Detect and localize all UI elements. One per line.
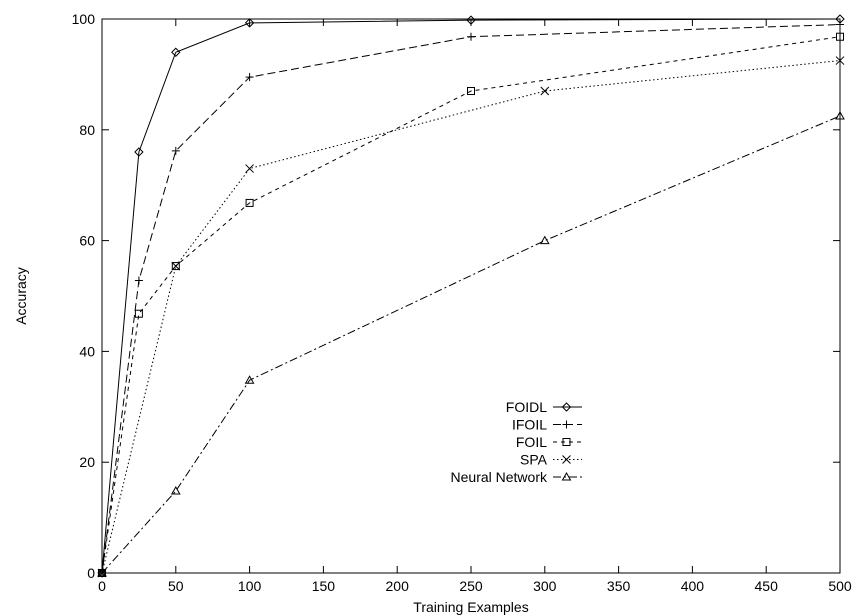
x-tick-label: 350: [607, 578, 631, 594]
legend-item: FOIDL: [506, 399, 582, 415]
legend-item: FOIL: [516, 434, 582, 450]
data-point: [244, 18, 255, 28]
data-point: [170, 486, 181, 495]
x-tick-label: 500: [828, 578, 852, 594]
series-line: [101, 18, 841, 574]
legend-label: SPA: [520, 452, 548, 468]
legend-item: IFOIL: [512, 417, 582, 433]
y-tick-label: 40: [79, 343, 95, 359]
data-point: [539, 235, 550, 245]
x-tick-label: 250: [459, 578, 483, 594]
data-point: [97, 567, 107, 577]
data-point: [171, 262, 180, 271]
data-point: [245, 164, 254, 173]
y-tick-label: 100: [72, 11, 96, 27]
legend-item: SPA: [520, 452, 582, 468]
x-tick-label: 200: [386, 578, 410, 594]
data-point: [835, 110, 845, 120]
series-spa: [97, 56, 845, 578]
axis-ticks: 0 50 100 150 200 250 300 350 400 450 500 0 20 40 60 80 1…: [72, 11, 852, 594]
legend-marker: [562, 455, 571, 464]
legend-marker: [561, 402, 572, 412]
data-point: [540, 86, 550, 96]
data-point: [134, 276, 143, 285]
x-tick-label: 150: [312, 578, 336, 594]
x-tick-label: 450: [755, 578, 779, 594]
data-point: [171, 146, 180, 155]
legend-item: Neural Network: [451, 469, 582, 485]
x-tick-label: 0: [98, 578, 106, 594]
series-group: [97, 14, 845, 578]
x-tick-label: 50: [168, 578, 184, 594]
legend-label: FOIDL: [506, 399, 547, 415]
data-point: [134, 147, 144, 157]
data-point: [835, 56, 845, 65]
series-ifoil: [98, 20, 844, 577]
data-point: [467, 87, 475, 96]
data-point: [836, 32, 844, 41]
data-point: [134, 309, 143, 318]
x-tick-label: 400: [681, 578, 705, 594]
series-line: [101, 24, 841, 574]
data-point: [836, 20, 844, 29]
legend-label: FOIL: [516, 434, 547, 450]
y-axis-label: Accuracy: [13, 267, 29, 325]
series-line: [101, 60, 841, 574]
legend-label: IFOIL: [512, 417, 547, 433]
data-point: [245, 73, 254, 82]
x-tick-label: 300: [533, 578, 557, 594]
plot-frame: [101, 18, 841, 574]
x-axis-label: Training Examples: [413, 599, 528, 615]
data-point: [245, 198, 254, 207]
series-line: [101, 115, 841, 574]
legend-label: Neural Network: [451, 469, 548, 485]
y-tick-label: 20: [79, 454, 95, 470]
data-point: [467, 32, 475, 41]
legend-marker: [562, 420, 571, 429]
data-point: [244, 375, 255, 384]
y-tick-label: 60: [79, 233, 95, 249]
series-line: [101, 36, 841, 574]
legend-marker: [562, 438, 571, 446]
series-foidl: [97, 14, 845, 578]
series-foil: [98, 32, 844, 577]
x-tick-label: 100: [238, 578, 262, 594]
data-point: [466, 15, 476, 25]
y-tick-label: 0: [87, 565, 95, 581]
y-tick-label: 80: [79, 122, 95, 138]
data-point: [171, 261, 181, 271]
data-point: [171, 47, 181, 57]
series-neural-network: [97, 110, 845, 577]
legend-marker: [561, 471, 572, 481]
